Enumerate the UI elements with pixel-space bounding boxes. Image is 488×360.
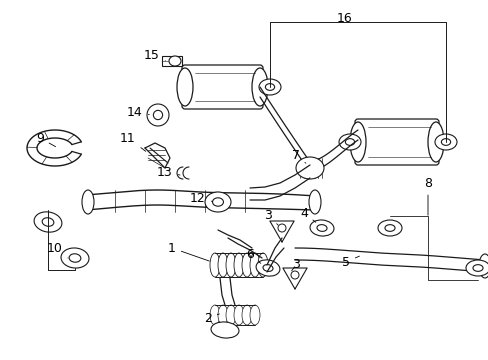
Ellipse shape xyxy=(472,265,482,271)
Ellipse shape xyxy=(249,253,260,277)
Ellipse shape xyxy=(212,198,223,206)
Ellipse shape xyxy=(153,111,163,120)
Ellipse shape xyxy=(147,104,169,126)
Ellipse shape xyxy=(309,220,333,236)
Ellipse shape xyxy=(242,305,251,325)
Text: 12: 12 xyxy=(190,192,212,204)
Ellipse shape xyxy=(465,260,488,276)
Text: 13: 13 xyxy=(157,166,180,179)
Ellipse shape xyxy=(308,190,320,214)
Ellipse shape xyxy=(61,248,89,268)
Ellipse shape xyxy=(441,139,450,145)
Ellipse shape xyxy=(278,224,285,232)
Ellipse shape xyxy=(263,265,272,271)
Ellipse shape xyxy=(69,254,81,262)
Ellipse shape xyxy=(434,134,456,150)
Ellipse shape xyxy=(218,305,227,325)
Text: 10: 10 xyxy=(47,242,68,258)
Ellipse shape xyxy=(290,271,298,279)
Text: 6: 6 xyxy=(245,248,260,263)
Ellipse shape xyxy=(225,253,236,277)
Text: 5: 5 xyxy=(341,256,359,269)
Ellipse shape xyxy=(345,139,354,145)
Ellipse shape xyxy=(234,305,244,325)
Ellipse shape xyxy=(242,253,251,277)
Text: 3: 3 xyxy=(264,208,278,225)
Ellipse shape xyxy=(177,68,193,106)
Text: 16: 16 xyxy=(336,12,352,24)
Ellipse shape xyxy=(427,122,443,162)
Ellipse shape xyxy=(251,68,267,106)
Text: 3: 3 xyxy=(291,258,299,271)
Ellipse shape xyxy=(211,322,239,338)
Ellipse shape xyxy=(34,212,62,232)
Ellipse shape xyxy=(478,254,488,278)
Text: 8: 8 xyxy=(423,176,431,215)
Ellipse shape xyxy=(338,134,360,150)
Text: 15: 15 xyxy=(144,49,165,62)
Ellipse shape xyxy=(258,253,267,277)
Text: 1: 1 xyxy=(168,242,209,261)
Text: 4: 4 xyxy=(300,207,315,222)
Text: 14: 14 xyxy=(127,105,149,118)
Ellipse shape xyxy=(256,260,279,276)
Ellipse shape xyxy=(225,305,236,325)
Ellipse shape xyxy=(82,190,94,214)
Text: 7: 7 xyxy=(291,149,305,163)
Ellipse shape xyxy=(249,305,260,325)
Ellipse shape xyxy=(384,225,394,231)
Ellipse shape xyxy=(265,84,274,90)
Text: 2: 2 xyxy=(203,311,219,324)
Ellipse shape xyxy=(209,253,220,277)
Ellipse shape xyxy=(295,157,324,179)
Ellipse shape xyxy=(377,220,401,236)
FancyBboxPatch shape xyxy=(354,119,438,165)
Ellipse shape xyxy=(234,253,244,277)
Ellipse shape xyxy=(349,122,365,162)
Text: 9: 9 xyxy=(36,131,56,147)
Ellipse shape xyxy=(209,305,220,325)
Ellipse shape xyxy=(218,253,227,277)
Ellipse shape xyxy=(42,218,54,226)
Text: 11: 11 xyxy=(120,131,145,151)
Ellipse shape xyxy=(259,79,281,95)
FancyBboxPatch shape xyxy=(182,65,263,109)
FancyBboxPatch shape xyxy=(162,56,182,66)
Ellipse shape xyxy=(169,56,181,66)
Ellipse shape xyxy=(316,225,326,231)
Ellipse shape xyxy=(204,192,230,212)
